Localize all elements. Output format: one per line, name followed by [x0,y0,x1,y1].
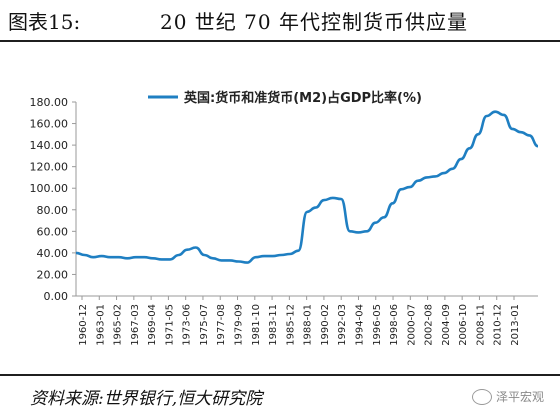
chart-area: 0.00 20.00 40.00 60.00 80.00 100.00 120.00 140.… [0,44,560,374]
x-tick-label: 1992-03 [337,304,348,346]
x-tick-label: 1994-04 [354,304,365,346]
figure-header: 图表15: 20 世纪 70 年代控制货币供应量 [0,0,560,42]
legend-label: 英国:货币和准货币(M2)占GDP比率(%) [183,90,422,106]
x-tick-label: 2013-01 [510,304,521,346]
y-tick-label: 160.00 [30,118,69,131]
x-tick-label: 1971-05 [164,304,175,346]
x-tick-label: 2010-12 [493,304,504,346]
y-tick-label: 120.00 [30,161,69,174]
x-tick-label: 1998-06 [389,304,400,346]
series-line [75,110,539,264]
x-tick-label: 1985-12 [285,304,296,346]
x-tick-label: 1963-01 [95,304,106,346]
y-tick-label: 40.00 [37,247,69,260]
y-tick-label: 20.00 [37,268,69,281]
x-tick-label: 2008-11 [475,304,486,346]
x-tick-label: 1967-03 [130,304,141,346]
figure-title: 20 世纪 70 年代控制货币供应量 [160,10,468,34]
x-tick-label: 1965-02 [113,304,124,346]
x-tick-label: 1975-07 [199,304,210,346]
x-tick-label: 1969-04 [147,304,158,346]
y-tick-label: 140.00 [30,139,69,152]
x-tick-label: 1983-11 [268,304,279,346]
source-note: 资料来源:世界银行,恒大研究院 [30,389,263,409]
y-tick-label: 80.00 [37,204,69,217]
x-tick-label: 1990-02 [320,304,331,346]
watermark-text: 泽平宏观 [495,390,544,404]
x-tick-label: 1981-10 [251,304,262,346]
x-tick-label: 2006-10 [458,304,469,346]
line-chart: 0.00 20.00 40.00 60.00 80.00 100.00 120.00 140.… [30,90,539,346]
x-tick-label: 1977-08 [216,304,227,346]
x-tick-label: 1979-09 [234,304,245,346]
x-tick-label: 2004-09 [441,304,452,346]
x-tick-label: 1996-05 [372,304,383,346]
wechat-icon [471,388,492,405]
x-tick-label: 2000-07 [406,304,417,346]
figure-number: 图表15: [8,10,81,34]
y-tick-label: 60.00 [37,225,69,238]
x-tick-label: 1988-01 [303,304,314,346]
figure-footer: 资料来源:世界银行,恒大研究院 泽平宏观 [0,374,560,417]
y-tick-label: 180.00 [30,96,69,109]
y-tick-label: 0.00 [44,290,69,303]
x-tick-label: 1973-06 [182,304,193,346]
x-tick-label: 2002-08 [424,304,435,346]
y-tick-label: 100.00 [30,182,69,195]
x-tick-label: 1960-12 [78,304,89,346]
watermark: 泽平宏观 [471,388,544,405]
